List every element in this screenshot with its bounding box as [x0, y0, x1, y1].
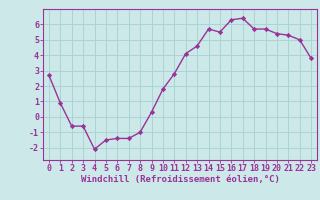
X-axis label: Windchill (Refroidissement éolien,°C): Windchill (Refroidissement éolien,°C)	[81, 175, 279, 184]
